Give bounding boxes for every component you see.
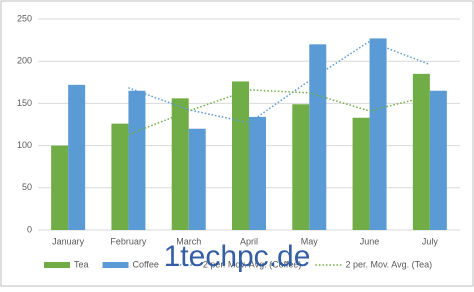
x-tick-label: June <box>360 236 380 246</box>
bar <box>369 38 387 230</box>
legend-item: Tea <box>44 259 89 269</box>
x-tick-label: April <box>240 236 258 246</box>
bar <box>111 123 129 230</box>
moving-average-line <box>128 89 431 136</box>
legend-item: 2 per. Mov. Avg. (Coffee) <box>172 259 302 269</box>
watermark: 1techpc.de <box>164 240 311 273</box>
bar <box>68 84 86 230</box>
y-tick-label: 150 <box>17 98 32 108</box>
x-tick-label: July <box>422 236 439 246</box>
x-tick-label: January <box>52 236 85 246</box>
legend-item: Coffee <box>102 259 159 269</box>
y-tick-label: 50 <box>22 182 32 192</box>
bar <box>429 90 447 231</box>
x-tick-label: March <box>176 236 201 246</box>
moving-average-line <box>128 40 431 124</box>
bar <box>309 44 327 230</box>
bar <box>292 104 310 230</box>
bar <box>51 145 69 230</box>
legend-label: 2 per. Mov. Avg. (Coffee) <box>203 259 302 269</box>
y-tick-label: 200 <box>17 56 32 66</box>
bar <box>352 117 370 230</box>
bar <box>128 90 146 231</box>
bar <box>249 116 266 230</box>
bar <box>232 81 249 231</box>
legend-label: Tea <box>74 259 89 269</box>
y-tick-label: 250 <box>17 13 32 23</box>
y-tick-label: 100 <box>17 140 32 150</box>
bar <box>412 73 430 230</box>
legend-item: 2 per. Mov. Avg. (Tea) <box>315 259 432 269</box>
x-tick-label: February <box>110 236 147 246</box>
legend-swatch <box>102 262 129 268</box>
y-tick-label: 0 <box>27 224 32 234</box>
x-tick-label: May <box>301 236 319 246</box>
legend-swatch <box>44 262 70 268</box>
bar <box>171 98 189 230</box>
legend-label: Coffee <box>133 259 159 269</box>
legend-label: 2 per. Mov. Avg. (Tea) <box>345 259 432 269</box>
bar <box>188 128 206 230</box>
